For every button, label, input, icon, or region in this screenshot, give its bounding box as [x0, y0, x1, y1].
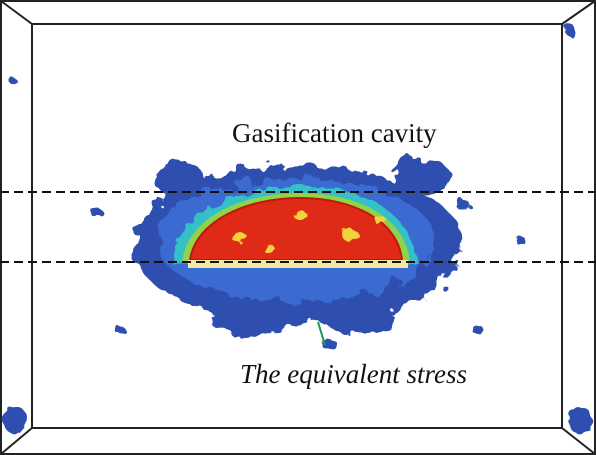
cavity — [172, 186, 418, 268]
cavity-label: Gasification cavity — [232, 118, 437, 148]
dashed-lines — [0, 191, 596, 263]
stress-label: The equivalent stress — [240, 359, 467, 389]
scattered-blobs — [3, 24, 592, 434]
pointer — [317, 321, 326, 346]
